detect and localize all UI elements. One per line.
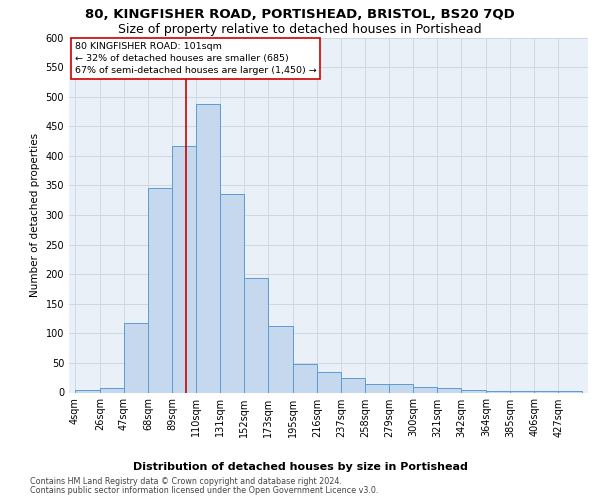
Bar xyxy=(148,188,172,392)
Bar xyxy=(268,326,293,392)
Y-axis label: Number of detached properties: Number of detached properties xyxy=(30,133,40,297)
Bar xyxy=(389,384,413,392)
Text: Distribution of detached houses by size in Portishead: Distribution of detached houses by size … xyxy=(133,462,467,472)
Bar xyxy=(172,146,196,392)
Text: Contains HM Land Registry data © Crown copyright and database right 2024.: Contains HM Land Registry data © Crown c… xyxy=(30,477,342,486)
Text: Contains public sector information licensed under the Open Government Licence v3: Contains public sector information licen… xyxy=(30,486,379,495)
Text: 80 KINGFISHER ROAD: 101sqm
← 32% of detached houses are smaller (685)
67% of sem: 80 KINGFISHER ROAD: 101sqm ← 32% of deta… xyxy=(75,42,316,75)
Bar xyxy=(461,390,486,392)
Bar xyxy=(437,388,461,392)
Bar xyxy=(365,384,389,392)
Bar xyxy=(341,378,365,392)
Text: 80, KINGFISHER ROAD, PORTISHEAD, BRISTOL, BS20 7QD: 80, KINGFISHER ROAD, PORTISHEAD, BRISTOL… xyxy=(85,8,515,20)
Text: Size of property relative to detached houses in Portishead: Size of property relative to detached ho… xyxy=(118,22,482,36)
Bar xyxy=(413,386,437,392)
Bar xyxy=(293,364,317,392)
Bar xyxy=(317,372,341,392)
Bar xyxy=(100,388,124,392)
Bar xyxy=(75,390,100,392)
Bar xyxy=(220,194,244,392)
Bar xyxy=(196,104,220,393)
Bar xyxy=(244,278,268,392)
Bar xyxy=(124,322,148,392)
